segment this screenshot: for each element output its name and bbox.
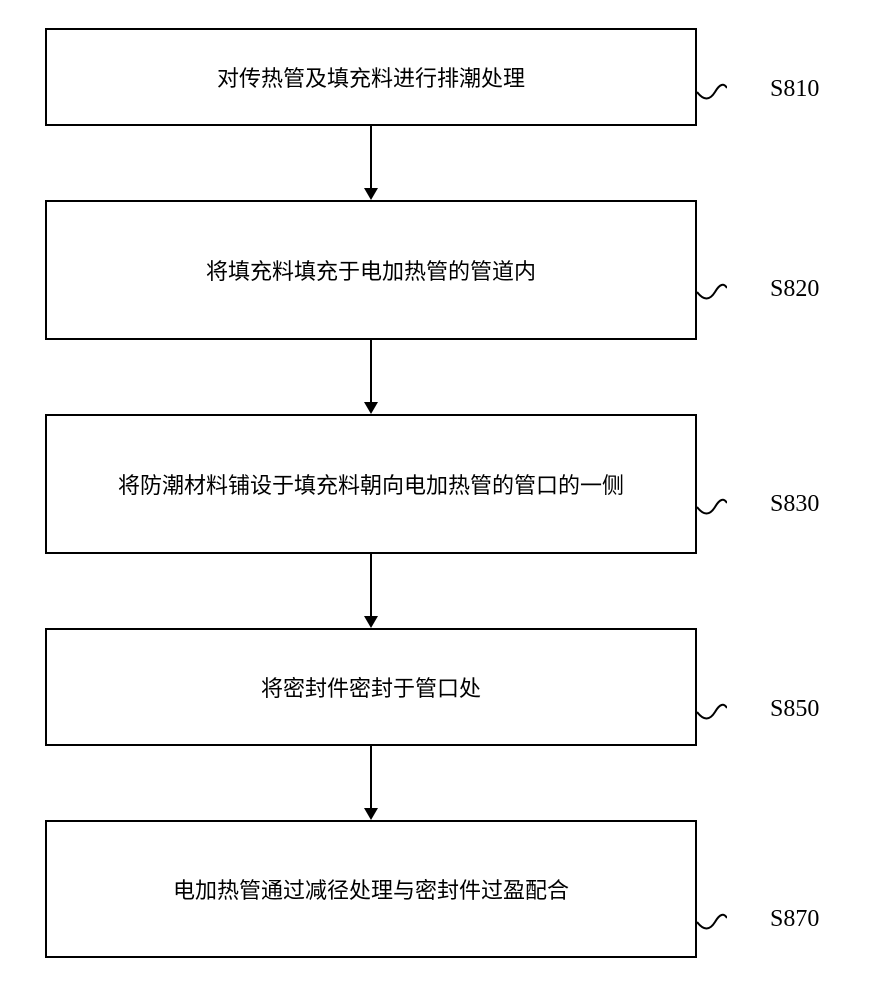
step-label-1: S810 bbox=[770, 76, 819, 103]
arrow-line-1 bbox=[370, 126, 372, 188]
step-text-4: 将密封件密封于管口处 bbox=[261, 671, 481, 703]
arrow-head-2 bbox=[364, 402, 378, 414]
arrow-head-1 bbox=[364, 188, 378, 200]
label-curve-1 bbox=[697, 80, 727, 105]
step-label-4: S850 bbox=[770, 696, 819, 723]
arrow-head-4 bbox=[364, 808, 378, 820]
label-curve-4 bbox=[697, 700, 727, 725]
step-box-5: 电加热管通过减径处理与密封件过盈配合 bbox=[45, 820, 697, 958]
step-box-3: 将防潮材料铺设于填充料朝向电加热管的管口的一侧 bbox=[45, 414, 697, 554]
step-label-3: S830 bbox=[770, 491, 819, 518]
label-curve-3 bbox=[697, 495, 727, 520]
arrow-head-3 bbox=[364, 616, 378, 628]
step-label-2: S820 bbox=[770, 276, 819, 303]
step-box-2: 将填充料填充于电加热管的管道内 bbox=[45, 200, 697, 340]
arrow-line-4 bbox=[370, 746, 372, 808]
label-curve-2 bbox=[697, 280, 727, 305]
step-text-3: 将防潮材料铺设于填充料朝向电加热管的管口的一侧 bbox=[118, 468, 624, 500]
arrow-line-3 bbox=[370, 554, 372, 616]
label-curve-5 bbox=[697, 910, 727, 935]
step-box-4: 将密封件密封于管口处 bbox=[45, 628, 697, 746]
step-box-1: 对传热管及填充料进行排潮处理 bbox=[45, 28, 697, 126]
step-label-5: S870 bbox=[770, 906, 819, 933]
step-text-5: 电加热管通过减径处理与密封件过盈配合 bbox=[173, 873, 569, 905]
flowchart-container: 对传热管及填充料进行排潮处理 S810 将填充料填充于电加热管的管道内 S820… bbox=[0, 0, 876, 1000]
step-text-2: 将填充料填充于电加热管的管道内 bbox=[206, 254, 536, 286]
arrow-line-2 bbox=[370, 340, 372, 402]
step-text-1: 对传热管及填充料进行排潮处理 bbox=[217, 61, 525, 93]
